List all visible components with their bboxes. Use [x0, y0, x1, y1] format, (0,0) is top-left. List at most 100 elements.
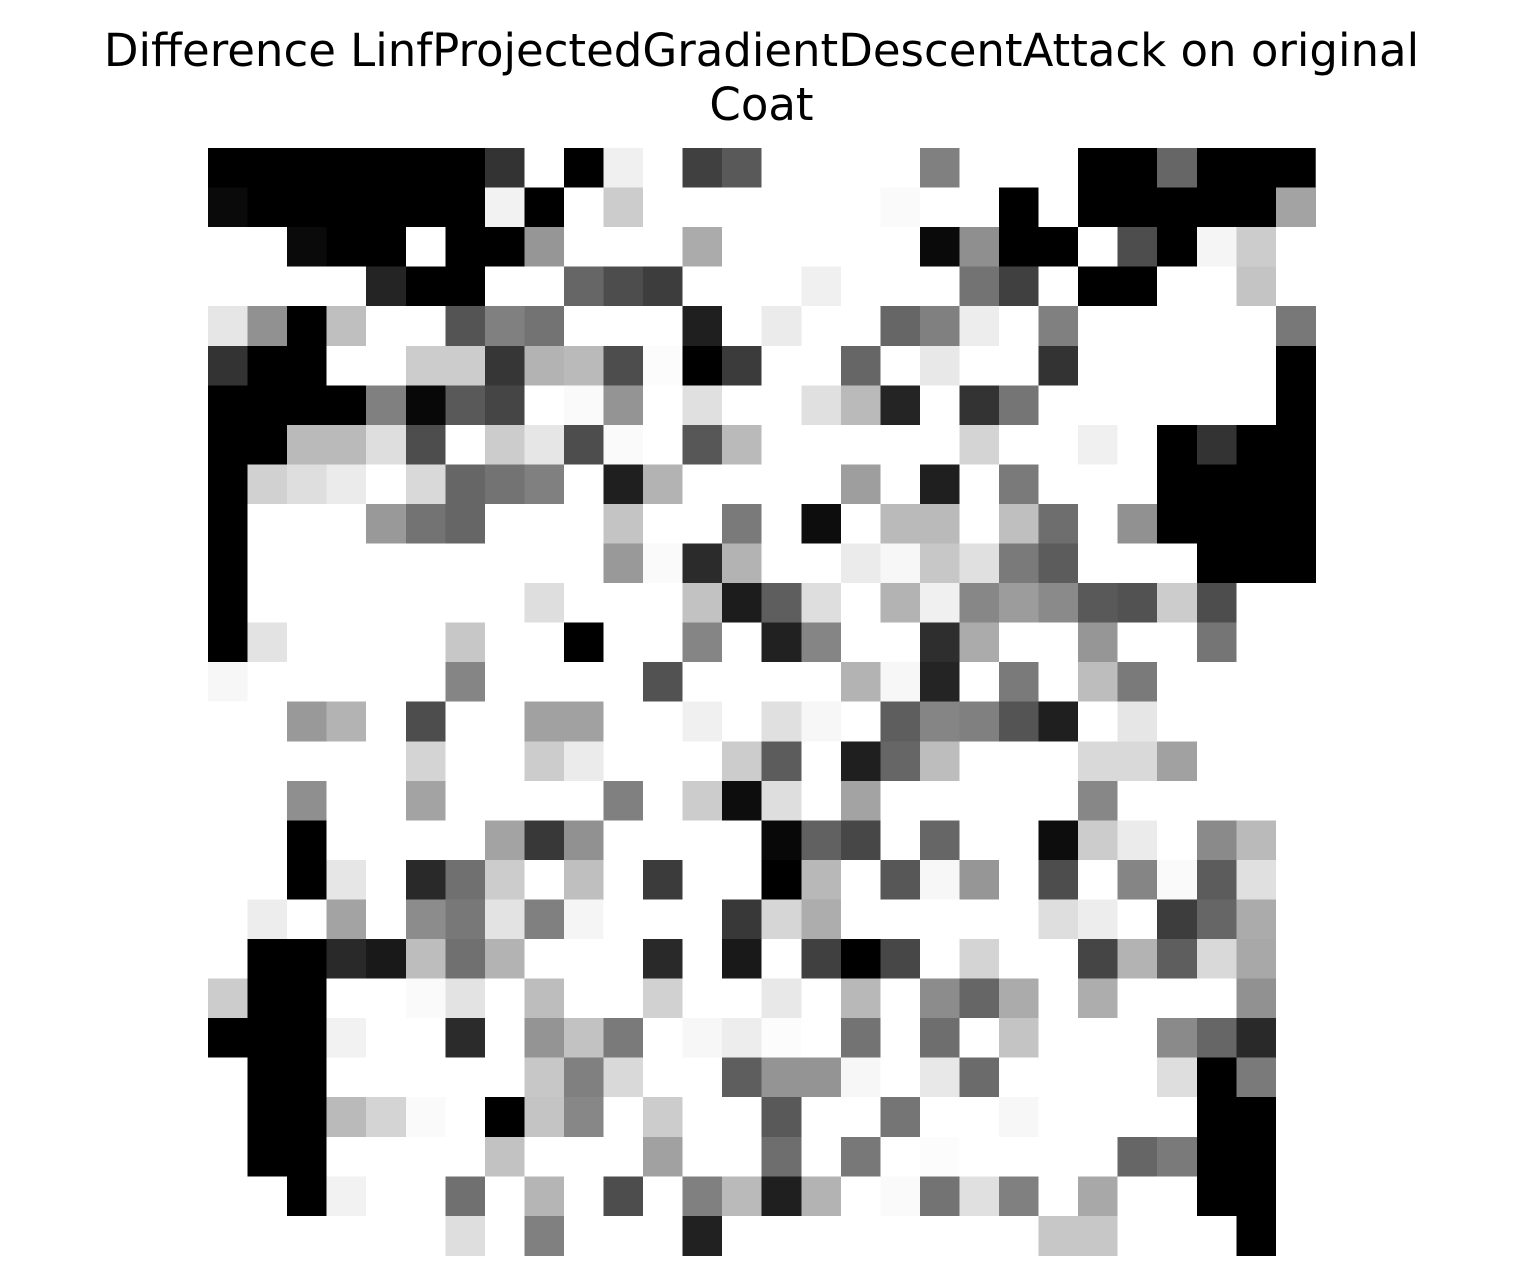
heatmap-cell: [1196, 1057, 1237, 1098]
heatmap-cell: [287, 1176, 328, 1217]
heatmap-cell: [1315, 148, 1316, 189]
heatmap-cell: [1157, 148, 1198, 189]
heatmap-cell: [643, 741, 684, 782]
heatmap-cell: [919, 939, 961, 980]
heatmap-cell: [1157, 1215, 1198, 1256]
heatmap-cell: [524, 424, 565, 465]
heatmap-cell: [208, 622, 249, 663]
heatmap-cell: [563, 187, 605, 228]
heatmap-cell: [1117, 1176, 1158, 1217]
heatmap-cell: [563, 622, 605, 663]
heatmap-cell: [999, 345, 1040, 386]
heatmap-cell: [1196, 978, 1237, 1019]
heatmap-cell: [563, 464, 605, 505]
heatmap-cell: [959, 1176, 1000, 1217]
heatmap-cell: [682, 543, 723, 584]
heatmap-cell: [405, 227, 446, 268]
heatmap-cell: [1078, 1215, 1119, 1256]
heatmap-cell: [563, 978, 605, 1019]
heatmap-cell: [484, 464, 525, 505]
heatmap-cell: [366, 1057, 407, 1098]
heatmap-cell: [326, 583, 367, 624]
heatmap-cell: [1196, 266, 1237, 307]
heatmap-cell: [919, 503, 961, 545]
heatmap-cell: [722, 464, 763, 505]
heatmap-cell: [643, 543, 684, 584]
heatmap-cell: [1117, 187, 1158, 228]
heatmap-cell: [524, 1136, 565, 1177]
heatmap-cell: [1236, 345, 1277, 386]
heatmap-cell: [1236, 583, 1277, 624]
heatmap-cell: [1236, 1176, 1277, 1217]
heatmap-cell: [405, 266, 446, 307]
heatmap-cell: [959, 583, 1000, 624]
heatmap-cell: [287, 701, 328, 742]
heatmap-cell: [326, 306, 367, 347]
heatmap-cell: [563, 780, 605, 821]
heatmap-cell: [405, 1018, 446, 1059]
heatmap-cell: [524, 701, 565, 742]
heatmap-cell: [1275, 227, 1316, 268]
heatmap-cell: [1117, 662, 1158, 703]
heatmap-cell: [287, 741, 328, 782]
heatmap-cell: [484, 622, 525, 663]
heatmap-cell: [1236, 148, 1277, 189]
heatmap-cell: [563, 741, 605, 782]
heatmap-cell: [603, 978, 644, 1019]
heatmap-cell: [801, 1057, 842, 1098]
heatmap-cell: [959, 424, 1000, 465]
heatmap-cell: [801, 187, 842, 228]
heatmap-cell: [840, 939, 881, 980]
heatmap-cell: [1236, 741, 1277, 782]
heatmap-cell: [919, 543, 961, 584]
heatmap-cell: [366, 939, 407, 980]
heatmap-cell: [880, 1097, 921, 1138]
heatmap-cell: [524, 503, 565, 545]
heatmap-cell: [722, 385, 763, 426]
heatmap-cell: [326, 1215, 367, 1256]
heatmap-cell: [1157, 899, 1198, 940]
heatmap-cell: [603, 820, 644, 861]
heatmap-cell: [761, 978, 802, 1019]
heatmap-cell: [1038, 1018, 1079, 1059]
heatmap-cell: [405, 187, 446, 228]
heatmap-cell: [1196, 227, 1237, 268]
heatmap-cell: [919, 306, 961, 347]
heatmap-cell: [722, 622, 763, 663]
heatmap-cell: [801, 266, 842, 307]
heatmap-cell: [761, 780, 802, 821]
heatmap-cell: [405, 385, 446, 426]
heatmap-cell: [484, 1176, 525, 1217]
heatmap-cell: [840, 385, 881, 426]
heatmap-cell: [1117, 701, 1158, 742]
heatmap-cell: [1117, 266, 1158, 307]
heatmap-cell: [761, 1057, 802, 1098]
heatmap-cell: [287, 978, 328, 1019]
heatmap-cell: [1236, 1215, 1277, 1256]
heatmap-cell: [484, 1018, 525, 1059]
heatmap-cell: [326, 503, 367, 545]
heatmap-cell: [722, 424, 763, 465]
heatmap-cell: [959, 227, 1000, 268]
heatmap-cell: [999, 543, 1040, 584]
heatmap-cell: [603, 1136, 644, 1177]
heatmap-cell: [1157, 1136, 1198, 1177]
heatmap-cell: [1196, 306, 1237, 347]
heatmap-cell: [840, 1018, 881, 1059]
heatmap-cell: [247, 345, 288, 386]
heatmap-cell: [326, 780, 367, 821]
heatmap-cell: [880, 1057, 921, 1098]
heatmap-cell: [366, 820, 407, 861]
heatmap-cell: [722, 978, 763, 1019]
heatmap-cell: [1275, 583, 1316, 624]
heatmap-cell: [563, 662, 605, 703]
heatmap-cell: [603, 1097, 644, 1138]
heatmap-cell: [761, 424, 802, 465]
heatmap-cell: [1038, 859, 1079, 901]
heatmap-cell: [326, 424, 367, 465]
heatmap-cell: [643, 583, 684, 624]
heatmap-cell: [959, 306, 1000, 347]
heatmap-cell: [959, 1057, 1000, 1098]
heatmap-cell: [1275, 1018, 1316, 1059]
heatmap-cell: [484, 899, 525, 940]
